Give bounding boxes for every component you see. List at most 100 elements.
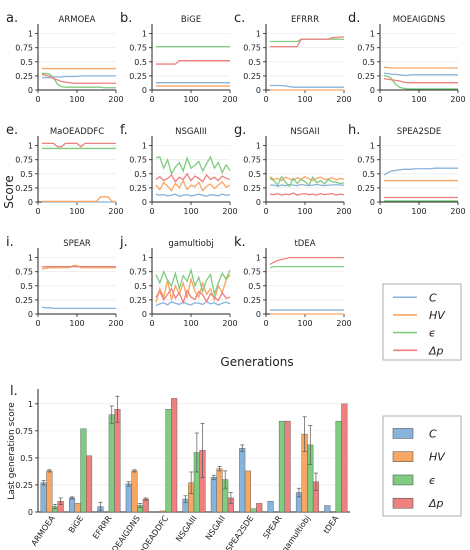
bar-C-tDEA [324,505,331,513]
y-tick-label: 0.75 [243,44,261,53]
x-tick-label: 100 [69,95,84,104]
series-line-eps [155,267,231,297]
y-tick-label: 0 [142,310,147,319]
panel-MOEAIGDNS: 0 0.25 0.5 0.75 1 0 100 200 d. MOEAIGDNS [348,11,466,104]
x-tick-label: 200 [336,207,351,216]
x-tick-label: 200 [336,95,351,104]
y-tick-label: 0.25 [243,184,261,193]
x-tick-label: 100 [69,319,84,328]
x-tick-label: 200 [336,319,351,328]
y-tick-label: 0.5 [134,282,147,291]
y-tick-label: 0.75 [15,268,33,277]
y-tick-label: 0.25 [357,184,375,193]
y-tick-label: 0 [256,86,261,95]
series-line-C [383,167,458,176]
y-tick-label: 1 [142,30,147,39]
y-tick-label: 0.5 [20,282,33,291]
panel-letter: c. [234,11,245,26]
x-tick-label: 200 [108,207,123,216]
y-tick-label: 0.25 [15,296,33,305]
bar-C-MOEAIGDNS [125,483,132,513]
legend-label-HV: HV [429,309,446,322]
series-line-C [269,84,344,88]
y-axis-label-bottom: Last generation score [7,402,17,500]
bar-eps-tDEA [335,420,342,513]
x-tick-label: 100 [183,95,198,104]
y-tick-label: 0 [28,508,33,517]
x-axis-label-top: Generations [220,355,293,369]
y-tick-label: 1 [142,254,147,263]
panel-letter: b. [120,11,132,26]
panel-letter: h. [348,123,360,138]
x-tick-label: 100 [183,207,198,216]
y-tick-label: 0.25 [357,72,375,81]
y-tick-label: 1 [370,142,375,151]
series-line-C [269,183,344,187]
y-tick-label: 0.75 [357,156,375,165]
panel-ARMOEA: 0 0.25 0.5 0.75 1 0 100 200 a. ARMOEA [6,11,124,104]
legend-top: C HV ϵ Δp [382,283,462,361]
panel-BiGE: 0 0.25 0.5 0.75 1 0 100 200 b. BiGE [120,11,238,104]
x-tick-label: 200 [108,319,123,328]
y-tick-label: 0 [28,86,33,95]
y-tick-label: 0.5 [134,170,147,179]
x-tick-label: 200 [450,207,465,216]
series-line-Dp [383,78,458,84]
y-tick-label: 1 [28,400,33,409]
y-tick-label: 0 [28,310,33,319]
legend-box [382,283,462,361]
panel-letter: l. [10,384,18,399]
y-tick-label: 1 [256,142,261,151]
bar-eps-EFRRR [108,414,115,513]
x-tick-label: 200 [222,95,237,104]
category-label: tDEA [322,514,341,536]
y-tick-label: 0.25 [129,296,147,305]
category-label: SPEAR [261,514,284,541]
bar-C-SPEA2SDE [239,447,246,513]
legend-swatch-HV [392,451,414,462]
y-tick-label: 1 [142,142,147,151]
series-line-Dp [269,192,345,196]
series-line-HV [155,274,231,303]
y-tick-label: 0.5 [20,454,33,463]
x-tick-label: 100 [297,95,312,104]
x-tick-label: 100 [183,319,198,328]
y-tick-label: 0.5 [362,170,375,179]
y-tick-label: 0 [370,198,375,207]
y-tick-label: 0.25 [15,72,33,81]
y-tick-label: 0.75 [15,156,33,165]
y-tick-label: 0.25 [129,184,147,193]
x-tick-label: 100 [69,207,84,216]
bar-Dp-SPEAR [284,420,291,513]
panel-title: MOEAIGDNS [393,15,446,25]
bar-HV-SPEA2SDE [244,470,251,513]
series-line-eps [269,175,345,188]
legend-label-Dp: Δp [428,344,444,357]
y-axis-label-top: Score [2,175,16,209]
panel-title: NSGAIII [175,127,207,137]
legend-label-C: C [429,427,437,440]
y-tick-label: 0.75 [129,44,147,53]
panel-NSGAII: 0 0.25 0.5 0.75 1 0 100 200 g. NSGAII [234,123,352,216]
y-tick-label: 0.25 [129,72,147,81]
x-tick-label: 0 [35,95,40,104]
legend-swatch-C [392,428,414,439]
y-tick-label: 0.25 [243,296,261,305]
category-label: BiGE [67,514,85,535]
legend-swatch-Dp [392,497,414,509]
y-tick-label: 0.5 [248,282,261,291]
series-line-HV [383,66,458,69]
x-tick-label: 100 [411,95,426,104]
bar-C-SPEAR [267,500,274,513]
panel-letter: e. [6,123,18,138]
legend-label-eps: ϵ [429,474,436,487]
y-tick-label: 1 [28,30,33,39]
series-line-HV [155,179,231,192]
panel-tDEA: 0 0.25 0.5 0.75 1 0 100 200 k. tDEA [234,235,352,328]
panel-title: NSGAII [290,127,319,137]
panel-title: gamultiobj [168,239,213,249]
series-line-C [155,300,231,307]
bar-Dp-BiGE [86,455,93,513]
